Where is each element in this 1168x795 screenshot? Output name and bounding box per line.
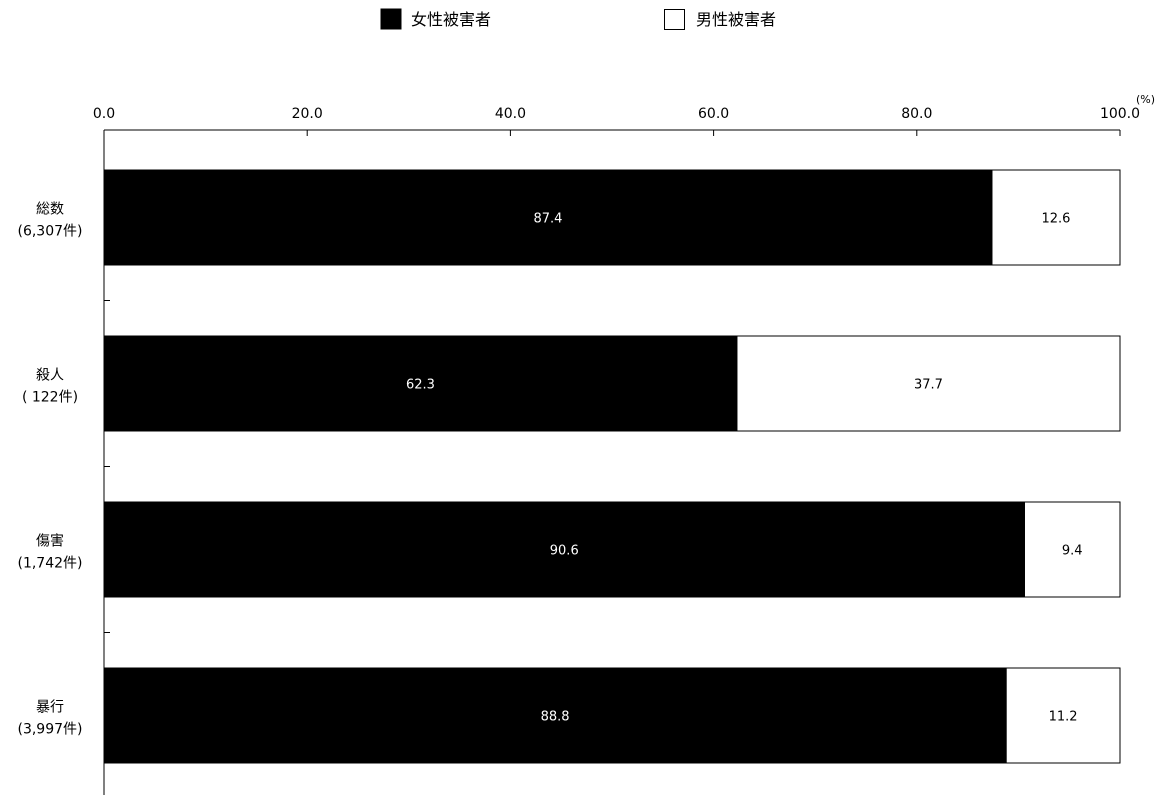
category-label: 暴行 xyxy=(36,700,64,716)
category-count-label: (6,307件) xyxy=(17,224,82,240)
bar-label-male: 12.6 xyxy=(1042,212,1071,227)
bar-label-female: 62.3 xyxy=(406,378,435,393)
x-tick-label: 60.0 xyxy=(698,106,729,122)
axis-unit-label: (%) xyxy=(1136,93,1155,106)
category-count-label: (1,742件) xyxy=(17,556,82,572)
x-tick-label: 20.0 xyxy=(292,106,323,122)
category-labels: 総数 (6,307件) 殺人 ( 122件) 傷害 (1,742件) 暴行 (3,997件) xyxy=(17,202,82,738)
legend-label-female: 女性被害者 xyxy=(411,10,491,29)
bar-label-male: 11.2 xyxy=(1049,710,1078,725)
bar-label-female: 88.8 xyxy=(541,710,570,725)
bar-label-female: 90.6 xyxy=(550,544,579,559)
legend-swatch-female xyxy=(380,8,402,30)
category-label: 総数 xyxy=(36,202,64,218)
x-tick-label: 0.0 xyxy=(93,106,115,122)
bar-male xyxy=(736,335,1121,432)
legend-label-male: 男性被害者 xyxy=(696,10,776,29)
x-tick-label: 100.0 xyxy=(1100,106,1140,122)
legend: 女性被害者 男性被害者 xyxy=(380,8,776,30)
category-label: 殺人 xyxy=(36,368,64,384)
bar-label-female: 87.4 xyxy=(534,212,563,227)
bar-male xyxy=(1023,501,1121,598)
x-tick-label: 40.0 xyxy=(495,106,526,122)
category-label: 傷害 xyxy=(36,534,64,550)
bar-label-male: 9.4 xyxy=(1062,544,1083,559)
bar-label-male: 37.7 xyxy=(914,378,943,393)
bar-male xyxy=(991,169,1121,266)
category-count-label: ( 122件) xyxy=(22,390,78,406)
category-count-label: (3,997件) xyxy=(17,722,82,738)
bar-female xyxy=(103,335,738,432)
bar-female xyxy=(103,501,1025,598)
bar-male xyxy=(1005,667,1121,764)
x-tick-label: 80.0 xyxy=(901,106,932,122)
bars: 87.4 12.6 62.3 37.7 90.6 9.4 88.8 11.2 xyxy=(103,169,1121,764)
legend-swatch-male xyxy=(664,9,685,30)
